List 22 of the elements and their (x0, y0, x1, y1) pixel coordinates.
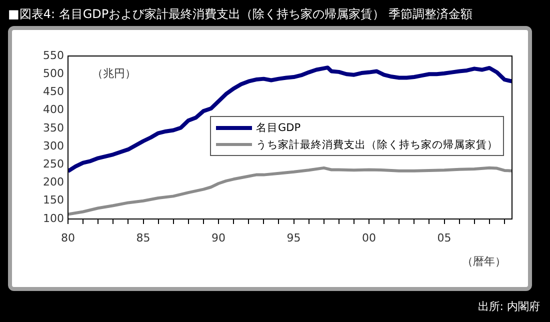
x-tick-label: 90 (212, 231, 226, 244)
text: 出所: 内閣府 (478, 299, 540, 314)
y-tick-label: 400 (43, 103, 64, 116)
y-tick-label: 350 (43, 121, 64, 134)
y-tick-label: 550 (43, 48, 64, 62)
legend-label: 名目GDP (256, 120, 301, 134)
x-tick-label: 80 (61, 231, 75, 244)
legend-label: うち家計最終消費支出（除く持ち家の帰属家賃） (256, 138, 498, 152)
y-tick-label: 200 (43, 176, 64, 189)
y-tick-label: 300 (43, 139, 64, 152)
y-axis-title: （兆円） (92, 66, 136, 81)
y-tick-label: 450 (43, 85, 64, 98)
x-axis-title: （暦年） (462, 254, 506, 269)
y-tick-label: 100 (43, 212, 64, 225)
chart-title: ■図表4: 名目GDPおよび家計最終消費支出（除く持ち家の帰属家賃） 季節調整済金額 (8, 6, 472, 23)
x-tick-label: 85 (136, 231, 150, 244)
y-tick-label: 150 (43, 194, 64, 207)
x-tick-label: 00 (362, 231, 376, 244)
y-tick-label: 250 (43, 158, 64, 171)
y-tick-label: 500 (43, 66, 64, 80)
x-tick-label: 05 (437, 231, 452, 244)
x-tick-label: 95 (286, 231, 301, 244)
